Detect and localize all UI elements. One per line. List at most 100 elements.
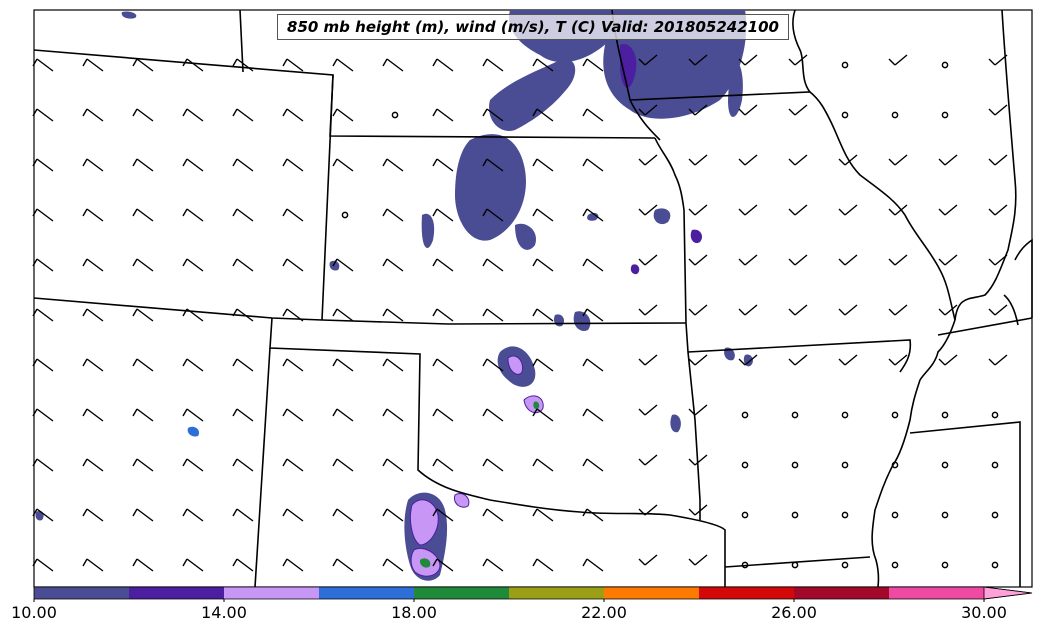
wind-barb — [432, 508, 454, 522]
wind-barb — [182, 408, 204, 422]
state-border — [1014, 238, 1033, 318]
wind-barb — [938, 304, 958, 316]
wind-barb — [788, 154, 808, 166]
wind-barb — [382, 458, 404, 472]
calm-wind-circle — [991, 511, 999, 519]
wind-barb — [232, 358, 254, 372]
wind-barb — [182, 108, 204, 122]
wind-barb — [432, 358, 454, 372]
wind-barb — [838, 254, 858, 266]
wind-barb — [638, 254, 658, 266]
wind-barb — [988, 104, 1008, 116]
state-border — [629, 91, 956, 321]
temp-region — [533, 401, 540, 410]
temp-region — [728, 59, 743, 117]
state-border — [792, 9, 811, 93]
wind-barb — [582, 108, 604, 122]
temp-region — [453, 492, 470, 508]
colorbar-segment — [319, 587, 414, 599]
state-border — [724, 556, 871, 568]
temp-region — [515, 223, 536, 250]
calm-wind-circle — [741, 411, 749, 419]
wind-barb — [32, 158, 54, 172]
wind-barb — [432, 58, 454, 72]
wind-barb — [638, 54, 658, 66]
calm-wind-circle — [791, 461, 799, 469]
wind-barb — [532, 58, 554, 72]
wind-barb — [382, 558, 404, 572]
wind-barb — [282, 208, 304, 222]
wind-barb — [32, 208, 54, 222]
wind-barb — [132, 158, 154, 172]
wind-barb — [282, 558, 304, 572]
colorbar-tick-label: 30.00 — [961, 603, 1007, 622]
wind-barb — [688, 554, 708, 566]
calm-wind-circle — [991, 561, 999, 569]
wind-barb — [988, 304, 1008, 316]
wind-barb — [232, 408, 254, 422]
wind-barb — [132, 308, 154, 322]
wind-barb — [532, 458, 554, 472]
colorbar-segment — [794, 587, 889, 599]
wind-barb — [838, 354, 858, 366]
wind-barb — [132, 508, 154, 522]
calm-wind-circle — [891, 411, 899, 419]
calm-wind-circle — [741, 461, 749, 469]
wind-barb — [82, 58, 104, 72]
wind-barb — [282, 58, 304, 72]
temp-region — [573, 311, 591, 331]
wind-barb — [382, 58, 404, 72]
temp-region — [187, 426, 200, 437]
wind-barb — [988, 354, 1008, 366]
wind-barb — [582, 408, 604, 422]
wind-barbs — [32, 54, 1008, 572]
temp-region — [419, 558, 431, 568]
wind-barb — [132, 558, 154, 572]
state-border — [1003, 294, 1019, 326]
calm-wind-circle — [341, 211, 349, 219]
wind-barb — [182, 58, 204, 72]
temp-region — [455, 134, 526, 241]
temp-region — [329, 260, 340, 271]
wind-barb — [688, 504, 708, 516]
wind-barb — [82, 158, 104, 172]
state-border — [954, 9, 1017, 321]
wind-barb — [32, 258, 54, 272]
wind-barb — [838, 204, 858, 216]
wind-barb — [888, 254, 908, 266]
colorbar-segment — [34, 587, 129, 599]
wind-barb — [32, 108, 54, 122]
wind-barb — [382, 208, 404, 222]
wind-barb — [532, 258, 554, 272]
wind-barb — [582, 158, 604, 172]
wind-barb — [232, 108, 254, 122]
calm-circles — [341, 61, 999, 569]
wind-barb — [182, 208, 204, 222]
calm-wind-circle — [941, 561, 949, 569]
wind-barb — [888, 354, 908, 366]
colorbar-segment — [129, 587, 224, 599]
wind-barb — [688, 104, 708, 116]
temp-region — [507, 355, 524, 375]
state-border — [871, 319, 956, 588]
wind-barb — [638, 554, 658, 566]
wind-barb — [132, 258, 154, 272]
wind-barb — [332, 58, 354, 72]
wind-barb — [32, 358, 54, 372]
colorbar-segment — [224, 587, 319, 599]
wind-barb — [382, 308, 404, 322]
wind-barb — [282, 458, 304, 472]
wind-barb — [332, 308, 354, 322]
colorbar-tick-label: 14.00 — [201, 603, 247, 622]
wind-barb — [988, 154, 1008, 166]
wind-barb — [332, 508, 354, 522]
wind-barb — [82, 508, 104, 522]
calm-wind-circle — [741, 561, 749, 569]
wind-barb — [582, 508, 604, 522]
calm-wind-circle — [841, 461, 849, 469]
calm-wind-circle — [991, 411, 999, 419]
wind-barb — [788, 204, 808, 216]
calm-wind-circle — [941, 61, 949, 69]
wind-barb — [482, 108, 504, 122]
wind-barb — [482, 458, 504, 472]
